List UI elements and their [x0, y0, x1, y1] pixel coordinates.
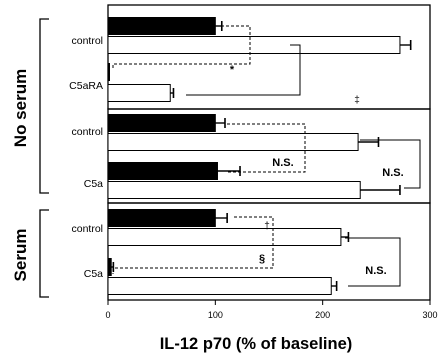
group-label-serum: Serum	[11, 229, 30, 282]
bar-control-black-0	[107, 17, 216, 35]
no-serum-bracket	[39, 18, 49, 194]
x-axis: 0 100 200 300	[105, 300, 438, 320]
category-label-control-2: control	[71, 126, 103, 138]
category-label-c5a-2: C5a	[84, 268, 103, 280]
connector-dashed-p1	[112, 25, 251, 70]
panel-3-frame	[107, 202, 431, 301]
connector-dashed-p3	[112, 216, 274, 274]
bar-control-black-1	[107, 114, 216, 132]
annotation-ns-1: N.S.	[272, 157, 293, 169]
annotation-star: *	[230, 64, 235, 76]
bar-control-white-0	[107, 36, 401, 54]
annotation-section: §	[259, 253, 265, 265]
bar-control-black-2	[107, 209, 216, 227]
bar-c5a-black-1	[107, 162, 218, 180]
bar-c5ara-white-0	[107, 84, 171, 102]
x-axis-label: IL-12 p70 (% of baseline)	[160, 335, 353, 353]
serum-bracket	[39, 209, 49, 298]
annotation-ns-3: N.S.	[365, 265, 386, 277]
connector-solid-p2	[360, 139, 421, 189]
x-tick-label-300: 300	[422, 310, 437, 320]
significance-connectors	[112, 25, 421, 287]
bar-c5a-white-2	[107, 277, 332, 295]
annotation-ns-2: N.S.	[382, 167, 403, 179]
connector-dashed-p2	[227, 123, 306, 173]
category-label-control-3: control	[71, 223, 103, 235]
bar-control-white-1	[107, 133, 359, 151]
connector-solid-p3	[345, 237, 401, 287]
x-tick-label-100: 100	[208, 310, 223, 320]
category-label-control-1: control	[71, 35, 103, 47]
bar-c5ara-black-0	[107, 63, 110, 81]
x-tick-label-0: 0	[105, 310, 110, 320]
bar-c5a-black-2	[107, 258, 112, 276]
category-label-c5a-1: C5a	[84, 178, 103, 190]
annotation-double-dagger: ‡	[354, 95, 360, 106]
bars-layer	[107, 17, 412, 295]
bar-c5a-white-1	[107, 181, 361, 199]
group-label-no-serum: No serum	[11, 69, 30, 147]
annotation-dagger: †	[264, 221, 270, 232]
connector-solid-p1	[186, 44, 301, 96]
bar-control-white-2	[107, 228, 342, 246]
x-tick-label-200: 200	[315, 310, 330, 320]
category-label-c5ara: C5aRA	[69, 80, 103, 92]
